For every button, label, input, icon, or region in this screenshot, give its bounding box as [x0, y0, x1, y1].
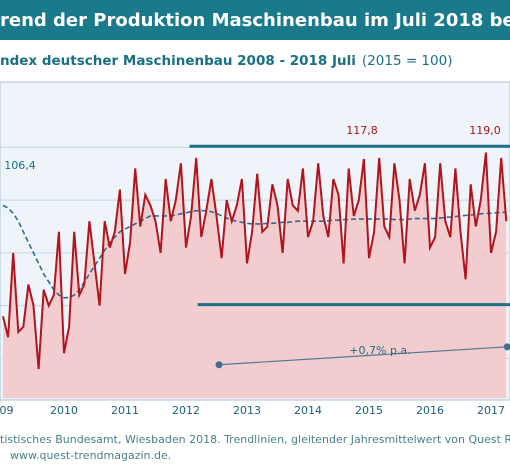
x-tick-label: 2017	[477, 404, 505, 417]
website: www.quest-trendmagazin.de.	[10, 449, 171, 462]
annotation: 119,0	[469, 124, 501, 137]
growth-dot	[215, 361, 223, 369]
subtitle-main: ndex deutscher Maschinenbau 2008 - 2018 …	[0, 53, 356, 69]
chart-title: rend der Produktion Maschinenbau im Juli…	[0, 10, 510, 31]
subtitle: ndex deutscher Maschinenbau 2008 - 2018 …	[0, 53, 452, 69]
data-line	[2, 152, 508, 370]
growth-label: +0,7% p.a.	[349, 344, 410, 357]
growth-dot	[503, 343, 510, 351]
source: tistisches Bundesamt, Wiesbaden 2018. Tr…	[0, 433, 510, 446]
title-bar	[0, 0, 510, 40]
x-tick-label: 2012	[172, 404, 200, 417]
x-tick-label: 009	[0, 404, 14, 417]
trend-line	[2, 204, 507, 299]
x-tick-label: 2016	[416, 404, 444, 417]
growth-line	[219, 346, 508, 366]
x-tick-label: 2010	[50, 404, 78, 417]
x-tick-label: 2014	[294, 404, 322, 417]
annotation: 117,8	[346, 124, 378, 137]
annotation: 106,4	[4, 159, 36, 172]
subtitle-note: (2015 = 100)	[362, 53, 453, 69]
area	[3, 152, 507, 398]
x-tick-label: 2011	[111, 404, 139, 417]
x-tick-label: 2013	[233, 404, 261, 417]
x-tick-label: 2015	[355, 404, 383, 417]
